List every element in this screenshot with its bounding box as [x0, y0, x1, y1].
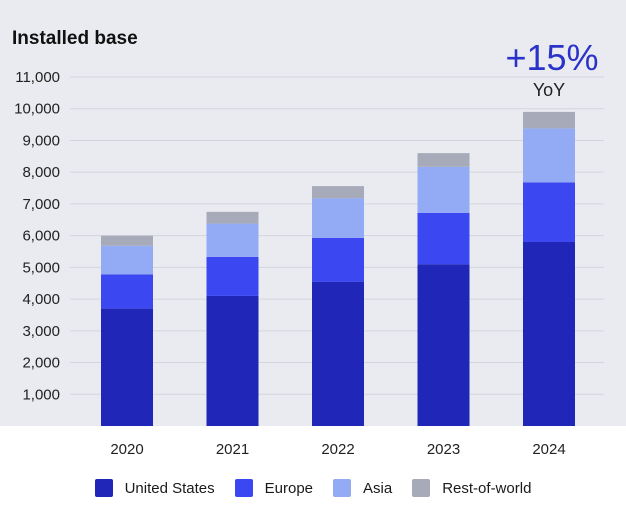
- y-axis-ticks: 1,000 2,000 3,000 4,000 5,000 6,000 7,000 8,000…: [14, 69, 60, 403]
- legend-item-rest-of-world: Rest-of-world: [412, 479, 531, 497]
- x-tick-label: 2023: [427, 441, 460, 458]
- legend-label-asia: Asia: [363, 479, 393, 497]
- legend-label-europe: Europe: [264, 479, 314, 497]
- bar-rest-of-world-2024: [523, 111, 575, 129]
- bar-asia-2024: [523, 128, 575, 183]
- bar-united-states-2022: [312, 281, 364, 426]
- bar-asia-2020: [101, 245, 153, 275]
- bar-united-states-2020: [101, 308, 153, 426]
- y-tick-label: 8,000: [22, 164, 60, 181]
- bar-europe-2021: [206, 256, 259, 296]
- yoy-label-annotation: YoY: [533, 80, 565, 100]
- legend: United States Europe Asia Rest-of-world: [0, 474, 626, 502]
- bar-asia-2022: [312, 198, 364, 238]
- legend-label-rest-of-world: Rest-of-world: [442, 479, 532, 497]
- bar-rest-of-world-2022: [312, 186, 364, 199]
- y-tick-label: 2,000: [22, 355, 60, 372]
- x-tick-label: 2021: [216, 441, 249, 458]
- y-tick-label: 3,000: [22, 323, 60, 340]
- bar-united-states-2024: [523, 241, 575, 426]
- legend-label-united-states: United States: [124, 479, 215, 497]
- x-axis-ticks: 2020 2021 2022 2023 2024: [110, 441, 565, 458]
- y-tick-label: 6,000: [22, 228, 60, 245]
- chart: 1,000 2,000 3,000 4,000 5,000 6,000 7,000 8,000…: [0, 0, 626, 458]
- bar-europe-2024: [523, 182, 575, 242]
- x-tick-label: 2024: [532, 441, 565, 458]
- bar-europe-2020: [101, 274, 153, 309]
- legend-swatch-asia: [333, 479, 352, 497]
- bar-asia-2021: [206, 223, 259, 257]
- y-tick-label: 9,000: [22, 132, 60, 149]
- y-tick-label: 10,000: [14, 101, 60, 118]
- x-tick-label: 2022: [321, 441, 354, 458]
- bar-rest-of-world-2021: [206, 211, 259, 224]
- legend-swatch-rest-of-world: [412, 479, 431, 497]
- bar-united-states-2023: [417, 264, 470, 426]
- bar-europe-2023: [417, 212, 470, 265]
- legend-swatch-europe: [234, 479, 253, 497]
- y-tick-label: 7,000: [22, 196, 60, 213]
- yoy-value-annotation: +15%: [505, 37, 598, 78]
- x-tick-label: 2020: [110, 441, 143, 458]
- bar-asia-2023: [417, 166, 470, 213]
- chart-title: Installed base: [12, 28, 138, 49]
- y-tick-label: 1,000: [22, 386, 60, 403]
- bars: [101, 111, 575, 426]
- legend-swatch-united-states: [94, 479, 113, 497]
- legend-item-united-states: United States: [94, 479, 215, 497]
- bar-rest-of-world-2023: [417, 153, 470, 167]
- y-tick-label: 11,000: [15, 69, 60, 86]
- legend-item-europe: Europe: [234, 479, 314, 497]
- bar-united-states-2021: [206, 295, 259, 426]
- y-tick-label: 5,000: [22, 259, 60, 276]
- legend-item-asia: Asia: [333, 479, 392, 497]
- y-tick-label: 4,000: [22, 291, 60, 308]
- bar-rest-of-world-2020: [101, 235, 153, 246]
- bar-europe-2022: [312, 237, 364, 282]
